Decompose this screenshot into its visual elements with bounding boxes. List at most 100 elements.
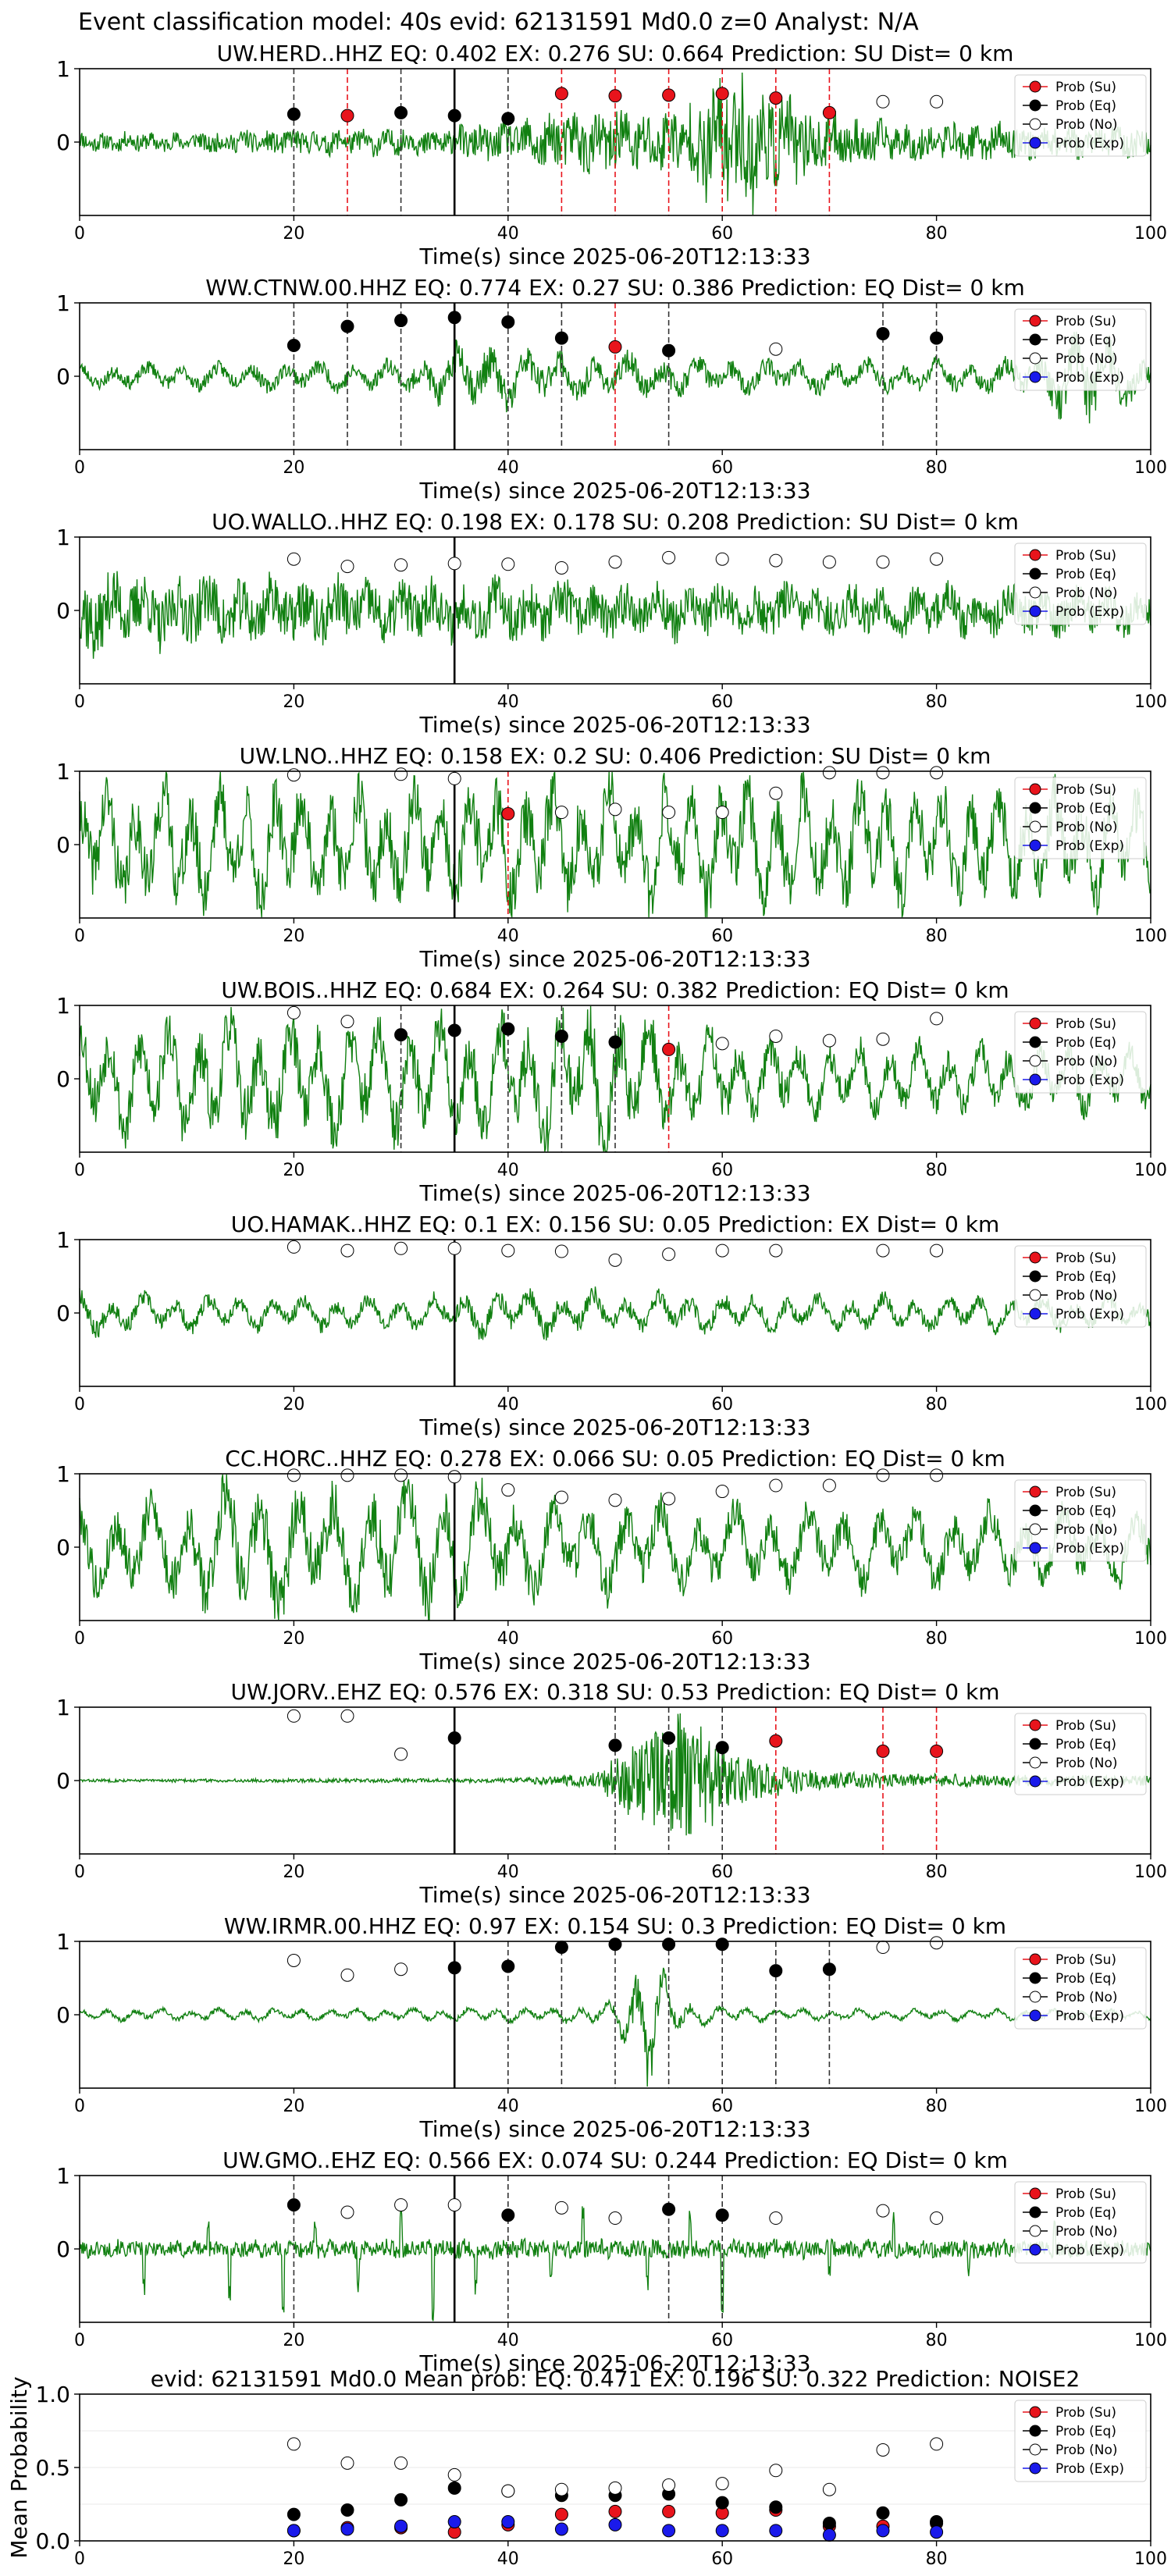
legend-marker-su: [1029, 80, 1041, 93]
prob-point-su: [769, 91, 783, 105]
prob-point-su: [501, 807, 515, 821]
y-tick-label: 1: [56, 759, 70, 785]
prob-point-eq: [501, 112, 515, 126]
mean-prob-point-exp: [287, 2524, 301, 2538]
mean-prob-point-su: [554, 2507, 568, 2521]
prob-point-eq: [930, 331, 944, 345]
legend-label: Prob (Su): [1055, 2186, 1116, 2202]
x-axis-label: Time(s) since 2025-06-20T12:13:33: [418, 2116, 810, 2142]
legend: Prob (Su) Prob (Eq) Prob (No) Prob (Exp): [1014, 1245, 1147, 1328]
prob-point-no: [554, 1244, 568, 1258]
y-tick-label: 0: [56, 832, 70, 858]
prob-point-eq: [554, 1941, 568, 1955]
prob-point-no: [930, 552, 944, 566]
prob-point-su: [715, 87, 729, 101]
x-tick-label: 100: [1134, 1161, 1167, 1180]
prob-point-no: [822, 1478, 836, 1493]
prob-point-no: [769, 1029, 783, 1043]
x-tick-label: 40: [497, 458, 519, 478]
prob-point-no: [394, 558, 408, 572]
x-tick-label: 100: [1134, 2549, 1167, 2569]
prob-point-eq: [447, 1731, 461, 1745]
chart-panel-6: UO.HAMAK..HHZ EQ: 0.1 EX: 0.156 SU: 0.05…: [56, 1212, 1167, 1440]
legend: Prob (Su) Prob (Eq) Prob (No) Prob (Exp): [1014, 2181, 1147, 2264]
mean-prob-point-su: [608, 2504, 622, 2518]
chart-panel-4: UW.LNO..HHZ EQ: 0.158 EX: 0.2 SU: 0.406 …: [56, 743, 1167, 972]
mean-prob-point-eq: [287, 2507, 301, 2521]
x-tick-label: 0: [74, 2097, 85, 2116]
y-tick-label: 0: [56, 1768, 70, 1794]
x-tick-label: 20: [283, 1863, 304, 1882]
prob-point-eq: [876, 326, 890, 340]
legend-label: Prob (No): [1055, 1756, 1118, 1771]
prob-point-no: [394, 1747, 408, 1761]
prob-point-no: [876, 2204, 890, 2218]
legend-label: Prob (Su): [1055, 2405, 1116, 2421]
mean-prob-point-eq: [394, 2492, 408, 2507]
legend-label: Prob (Su): [1055, 1485, 1116, 1500]
x-tick-label: 100: [1134, 2097, 1167, 2116]
legend-box: [1014, 1245, 1147, 1328]
legend-label: Prob (No): [1055, 1522, 1118, 1538]
prob-point-no: [769, 2211, 783, 2226]
legend: Prob (Su) Prob (Eq) Prob (No) Prob (Exp): [1014, 1011, 1147, 1094]
legend-marker-eq: [1029, 1504, 1041, 1517]
x-tick-label: 80: [926, 2549, 948, 2569]
x-tick-label: 60: [711, 1629, 733, 1649]
prob-point-no: [715, 1244, 729, 1258]
prob-point-eq: [501, 315, 515, 329]
waveform-trace: [79, 1286, 1151, 1341]
prob-point-no: [340, 1968, 354, 1982]
waveform-trace: [79, 771, 1151, 918]
mean-prob-point-exp: [769, 2524, 783, 2538]
mean-prob-point-no: [822, 2482, 836, 2496]
mean-prob-point-no: [876, 2443, 890, 2457]
x-tick-label: 40: [497, 1863, 519, 1882]
legend-marker-su: [1029, 1017, 1041, 1030]
prob-point-eq: [608, 1738, 622, 1752]
prob-point-no: [287, 1005, 301, 1019]
prob-point-su: [554, 87, 568, 101]
mean-prob-point-no: [930, 2437, 944, 2451]
legend-marker-su: [1029, 2187, 1041, 2200]
x-tick-label: 0: [74, 1863, 85, 1882]
prob-point-no: [662, 1247, 676, 1261]
x-tick-label: 60: [711, 2097, 733, 2116]
mean-prob-point-no: [608, 2481, 622, 2495]
legend-marker-eq: [1029, 2425, 1041, 2437]
panel-title: WW.CTNW.00.HHZ EQ: 0.774 EX: 0.27 SU: 0.…: [205, 275, 1025, 301]
legend-label: Prob (Su): [1055, 1718, 1116, 1734]
mean-prob-point-exp: [876, 2524, 890, 2538]
chart-panel-1: UW.HERD..HHZ EQ: 0.402 EX: 0.276 SU: 0.6…: [56, 41, 1167, 269]
x-axis-label: Time(s) since 2025-06-20T12:13:33: [418, 2350, 810, 2376]
prob-point-eq: [501, 1022, 515, 1036]
x-axis-label: Time(s) since 2025-06-20T12:13:33: [418, 1649, 810, 1674]
x-tick-label: 0: [74, 224, 85, 244]
prob-point-no: [394, 2198, 408, 2212]
prob-point-no: [769, 342, 783, 356]
y-tick-label: 0.5: [35, 2455, 70, 2481]
prob-point-no: [930, 1936, 944, 1950]
x-tick-label: 60: [711, 1161, 733, 1180]
legend-label: Prob (Exp): [1055, 2243, 1124, 2258]
prob-point-no: [930, 1244, 944, 1258]
figure-suptitle: Event classification model: 40s evid: 62…: [78, 9, 919, 36]
x-tick-label: 80: [926, 224, 948, 244]
prob-point-eq: [501, 2208, 515, 2222]
legend-label: Prob (No): [1055, 1288, 1118, 1304]
mean-prob-point-eq: [876, 2506, 890, 2520]
panel-title: UW.GMO..EHZ EQ: 0.566 EX: 0.074 SU: 0.24…: [222, 2147, 1008, 2173]
x-tick-label: 40: [497, 1395, 519, 1414]
prob-point-eq: [608, 1937, 622, 1952]
x-tick-label: 0: [74, 1629, 85, 1649]
legend-marker-exp: [1029, 371, 1041, 383]
prob-point-no: [501, 557, 515, 571]
prob-point-no: [340, 1244, 354, 1258]
mean-prob-point-eq: [340, 2503, 354, 2517]
prob-point-no: [340, 1468, 354, 1482]
legend-marker-no: [1029, 2443, 1041, 2456]
y-tick-label: 1: [56, 1227, 70, 1253]
legend-marker-no: [1029, 1523, 1041, 1535]
prob-point-no: [287, 1709, 301, 1723]
x-tick-label: 20: [283, 1395, 304, 1414]
